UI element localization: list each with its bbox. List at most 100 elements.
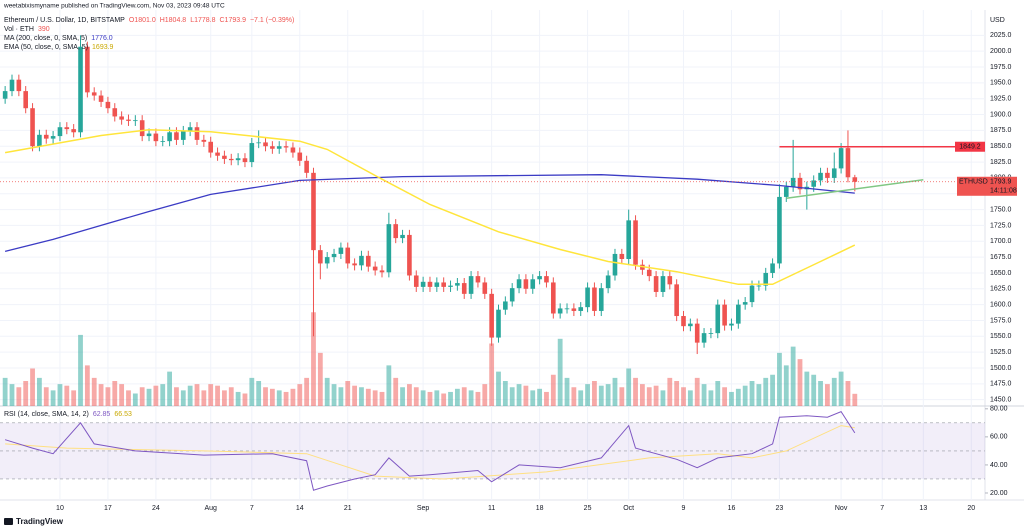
candle-body — [153, 133, 159, 142]
candle-body — [180, 131, 186, 140]
candle-body — [338, 247, 344, 254]
volume-bar — [297, 384, 303, 406]
ohlc-value: −7.1 (−0.39%) — [250, 17, 294, 24]
volume-bar — [825, 384, 830, 406]
volume-bar — [489, 343, 495, 406]
y-tick-label: 1675.0 — [990, 254, 1012, 261]
candle-body — [420, 281, 426, 287]
symbol-title: Ethereum / U.S. Dollar, 1D, BITSTAMP — [4, 17, 125, 24]
y-tick-label: 1900.0 — [990, 111, 1012, 118]
ema50-legend: EMA (50, close, 0, SMA, 5) 1693.9 — [4, 44, 114, 51]
volume-bar — [311, 312, 316, 406]
candle-body — [318, 250, 323, 264]
candle-body — [831, 168, 837, 178]
trend-line — [786, 179, 924, 199]
volume-bar — [509, 387, 515, 406]
candle-body — [749, 285, 755, 303]
y-tick-label: 1450.0 — [990, 397, 1012, 404]
y-tick-label: 1925.0 — [990, 96, 1012, 103]
ema50-legend-name: EMA (50, close, 0, SMA, 5) — [4, 44, 88, 51]
candle-body — [777, 196, 782, 264]
x-tick-label: Aug — [204, 505, 217, 512]
candle-body — [112, 108, 118, 117]
volume-bar — [228, 387, 234, 406]
candle-body — [427, 281, 433, 287]
candle-body — [393, 224, 399, 239]
volume-bar — [482, 384, 488, 406]
x-tick-label: 14 — [296, 505, 304, 512]
volume-bar — [544, 391, 549, 406]
candle-body — [50, 136, 56, 139]
ma200-legend: MA (200, close, 0, SMA, 5) 1776.0 — [4, 35, 113, 42]
volume-bar — [639, 384, 645, 406]
rsi-tick-label: 60.00 — [990, 434, 1008, 441]
volume-bar — [180, 390, 186, 406]
rsi-legend: RSI (14, close, SMA, 14, 2) 62.85 66.53 — [4, 411, 132, 418]
candle-body — [400, 234, 405, 239]
countdown: 14:11:08 — [990, 188, 1017, 195]
volume-bar — [365, 388, 371, 406]
rsi-legend-value: 62.85 — [93, 411, 111, 418]
ma200-legend-name: MA (200, close, 0, SMA, 5) — [4, 35, 87, 42]
candle-body — [324, 257, 330, 264]
volume-bar — [783, 365, 789, 406]
candle-body — [249, 143, 255, 163]
rsi-line — [4, 410, 856, 491]
volume-bar — [516, 384, 522, 406]
volume-bar — [194, 384, 200, 406]
candle-body — [222, 155, 227, 159]
candle-body — [715, 304, 721, 334]
candle-body — [160, 141, 166, 142]
candle-body — [139, 120, 145, 137]
volume-bar — [269, 388, 275, 406]
candle-body — [701, 333, 707, 343]
x-tick-label: 20 — [967, 505, 975, 512]
y-tick-label: 1825.0 — [990, 159, 1012, 166]
candle-body — [763, 272, 769, 286]
y-tick-label: 1550.0 — [990, 333, 1012, 340]
volume-bar — [249, 377, 255, 406]
volume-bar — [112, 381, 118, 406]
volume-bar — [139, 387, 145, 406]
x-tick-label: 18 — [536, 505, 544, 512]
candle-body — [434, 282, 440, 287]
volume-bar — [78, 334, 83, 406]
candle-body — [468, 276, 474, 294]
volume-bar — [708, 390, 714, 406]
volume-bar — [722, 387, 728, 406]
candle-body — [98, 95, 104, 102]
candle-body — [194, 127, 200, 140]
volume-bar — [105, 387, 111, 406]
volume-bar — [852, 393, 858, 406]
volume-bar — [71, 390, 77, 406]
rsi-tick-label: 20.00 — [990, 490, 1008, 497]
ohlc-value: H1804.8 — [160, 17, 187, 24]
volume-bar — [64, 385, 70, 406]
volume-bar — [619, 387, 625, 406]
candle-body — [503, 301, 508, 310]
candle-body — [688, 323, 693, 327]
candle-body — [64, 127, 70, 130]
y-tick-label: 2025.0 — [990, 32, 1012, 39]
candle-body — [783, 186, 789, 197]
currency: USD — [990, 17, 1005, 24]
candle-body — [708, 333, 714, 334]
volume-bar — [167, 371, 172, 406]
volume-bar — [283, 391, 289, 406]
y-tick-label: 1700.0 — [990, 238, 1012, 245]
candle-body — [366, 255, 371, 267]
candle-body — [208, 141, 214, 153]
volume-bar — [256, 381, 262, 406]
volume-bar — [2, 377, 8, 406]
volume-bar — [324, 377, 330, 406]
volume-bar — [468, 390, 474, 406]
volume-bar — [612, 377, 618, 406]
candle-body — [571, 308, 577, 311]
volume-bar — [687, 390, 693, 406]
volume-bar — [400, 387, 405, 406]
volume-bar — [811, 374, 817, 406]
x-tick-label: 25 — [584, 505, 592, 512]
candle-body — [174, 132, 179, 140]
candle-body — [612, 253, 618, 276]
volume-bar — [475, 391, 481, 406]
